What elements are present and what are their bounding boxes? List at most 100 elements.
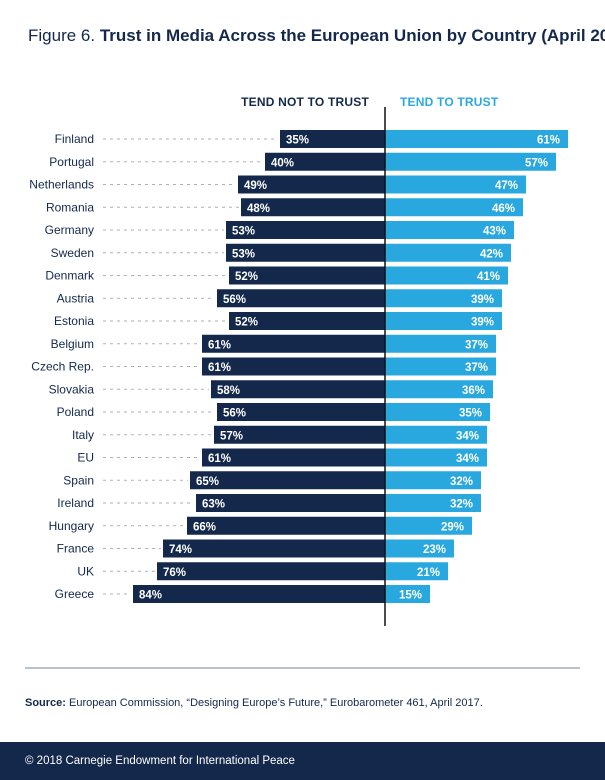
category-label: Greece (55, 587, 95, 601)
bar-not-trust (226, 221, 385, 239)
category-label: Italy (72, 428, 94, 442)
bar-not-trust (238, 175, 385, 194)
category-label: France (57, 542, 95, 556)
label-not-trust: 61% (208, 453, 231, 465)
bar-trust (385, 562, 448, 581)
bar-not-trust (280, 130, 385, 148)
legend-not-trust: TEND NOT TO TRUST (241, 95, 369, 109)
legend-trust: TEND TO TRUST (400, 95, 499, 109)
label-not-trust: 76% (163, 567, 186, 579)
bar-not-trust (202, 334, 385, 353)
bar-trust (385, 266, 508, 285)
bar-not-trust (157, 562, 385, 581)
bar-trust (385, 130, 568, 148)
bar-trust (385, 539, 454, 558)
category-label: Finland (55, 132, 94, 146)
title-prefix: Figure 6. (28, 26, 96, 45)
label-trust: 32% (450, 476, 473, 488)
label-not-trust: 48% (247, 203, 270, 215)
bar-trust (385, 289, 502, 308)
bar-trust (385, 198, 523, 217)
label-trust: 39% (471, 317, 494, 329)
bar-trust (385, 357, 496, 376)
label-not-trust: 65% (196, 476, 219, 488)
copyright: © 2018 Carnegie Endowment for Internatio… (25, 755, 295, 767)
label-trust: 32% (450, 499, 473, 511)
bar-not-trust (265, 152, 385, 171)
label-not-trust: 35% (286, 135, 309, 147)
label-not-trust: 53% (232, 226, 255, 238)
bar-not-trust (202, 448, 385, 467)
bar-trust (385, 516, 472, 535)
bar-not-trust (226, 243, 385, 262)
category-label: Ireland (57, 496, 94, 510)
label-trust: 21% (417, 567, 440, 579)
label-trust: 46% (492, 203, 515, 215)
bar-not-trust (241, 198, 385, 217)
category-label: Sweden (51, 246, 94, 260)
category-label: Belgium (51, 337, 94, 351)
category-label: Germany (45, 223, 94, 237)
bar-trust (385, 585, 430, 603)
bar-not-trust (229, 312, 385, 330)
category-label: Czech Rep. (31, 360, 94, 374)
label-trust: 39% (471, 294, 494, 306)
bar-not-trust (217, 289, 385, 308)
chart-title: Figure 6. Trust in Media Across the Euro… (28, 26, 605, 46)
label-not-trust: 58% (217, 385, 240, 397)
label-trust: 37% (465, 339, 488, 351)
category-label: UK (77, 564, 94, 578)
category-label: EU (77, 451, 94, 465)
label-not-trust: 53% (232, 248, 255, 260)
source-text: European Commission, “Designing Europe’s… (65, 697, 483, 709)
bar-not-trust (190, 471, 385, 490)
bar-trust (385, 243, 511, 262)
category-label: Austria (57, 291, 95, 305)
bar-trust (385, 175, 526, 194)
bar-not-trust (202, 357, 385, 376)
category-label: Denmark (45, 269, 95, 283)
category-label: Hungary (49, 519, 94, 533)
category-label: Poland (57, 405, 94, 419)
label-not-trust: 49% (244, 180, 267, 192)
category-label: Romania (46, 200, 94, 214)
bar-not-trust (163, 539, 385, 558)
label-trust: 47% (495, 180, 518, 192)
label-not-trust: 56% (223, 408, 246, 420)
label-trust: 37% (465, 362, 488, 374)
bar-trust (385, 448, 487, 467)
label-not-trust: 52% (235, 271, 258, 283)
diverging-bar-chart: Finland 35% 61% Portugal 40% 57% Netherlands 49… (29, 107, 568, 626)
bar-not-trust (133, 585, 385, 603)
label-trust: 41% (477, 271, 500, 283)
label-not-trust: 61% (208, 362, 231, 374)
category-label: Estonia (54, 314, 94, 328)
bar-trust (385, 152, 556, 171)
category-label: Portugal (49, 155, 94, 169)
title-main: Trust in Media Across the European Union… (99, 26, 605, 45)
bar-not-trust (214, 425, 385, 444)
label-trust: 34% (456, 430, 479, 442)
bar-not-trust (217, 403, 385, 421)
bar-trust (385, 334, 496, 353)
label-not-trust: 40% (271, 157, 294, 169)
footer: © 2018 Carnegie Endowment for Internatio… (0, 742, 605, 780)
label-trust: 29% (441, 521, 464, 533)
label-not-trust: 66% (193, 521, 216, 533)
label-trust: 15% (399, 590, 422, 602)
label-trust: 61% (537, 135, 560, 147)
category-label: Netherlands (29, 178, 94, 192)
label-trust: 34% (456, 453, 479, 465)
bar-trust (385, 312, 502, 330)
label-not-trust: 74% (169, 544, 192, 556)
bar-not-trust (211, 380, 385, 399)
bar-trust (385, 380, 493, 399)
category-label: Slovakia (49, 382, 95, 396)
label-trust: 42% (480, 248, 503, 260)
label-trust: 23% (423, 544, 446, 556)
bar-not-trust (187, 516, 385, 535)
label-not-trust: 84% (139, 590, 162, 602)
bar-trust (385, 494, 481, 512)
label-trust: 36% (462, 385, 485, 397)
label-not-trust: 57% (220, 430, 243, 442)
